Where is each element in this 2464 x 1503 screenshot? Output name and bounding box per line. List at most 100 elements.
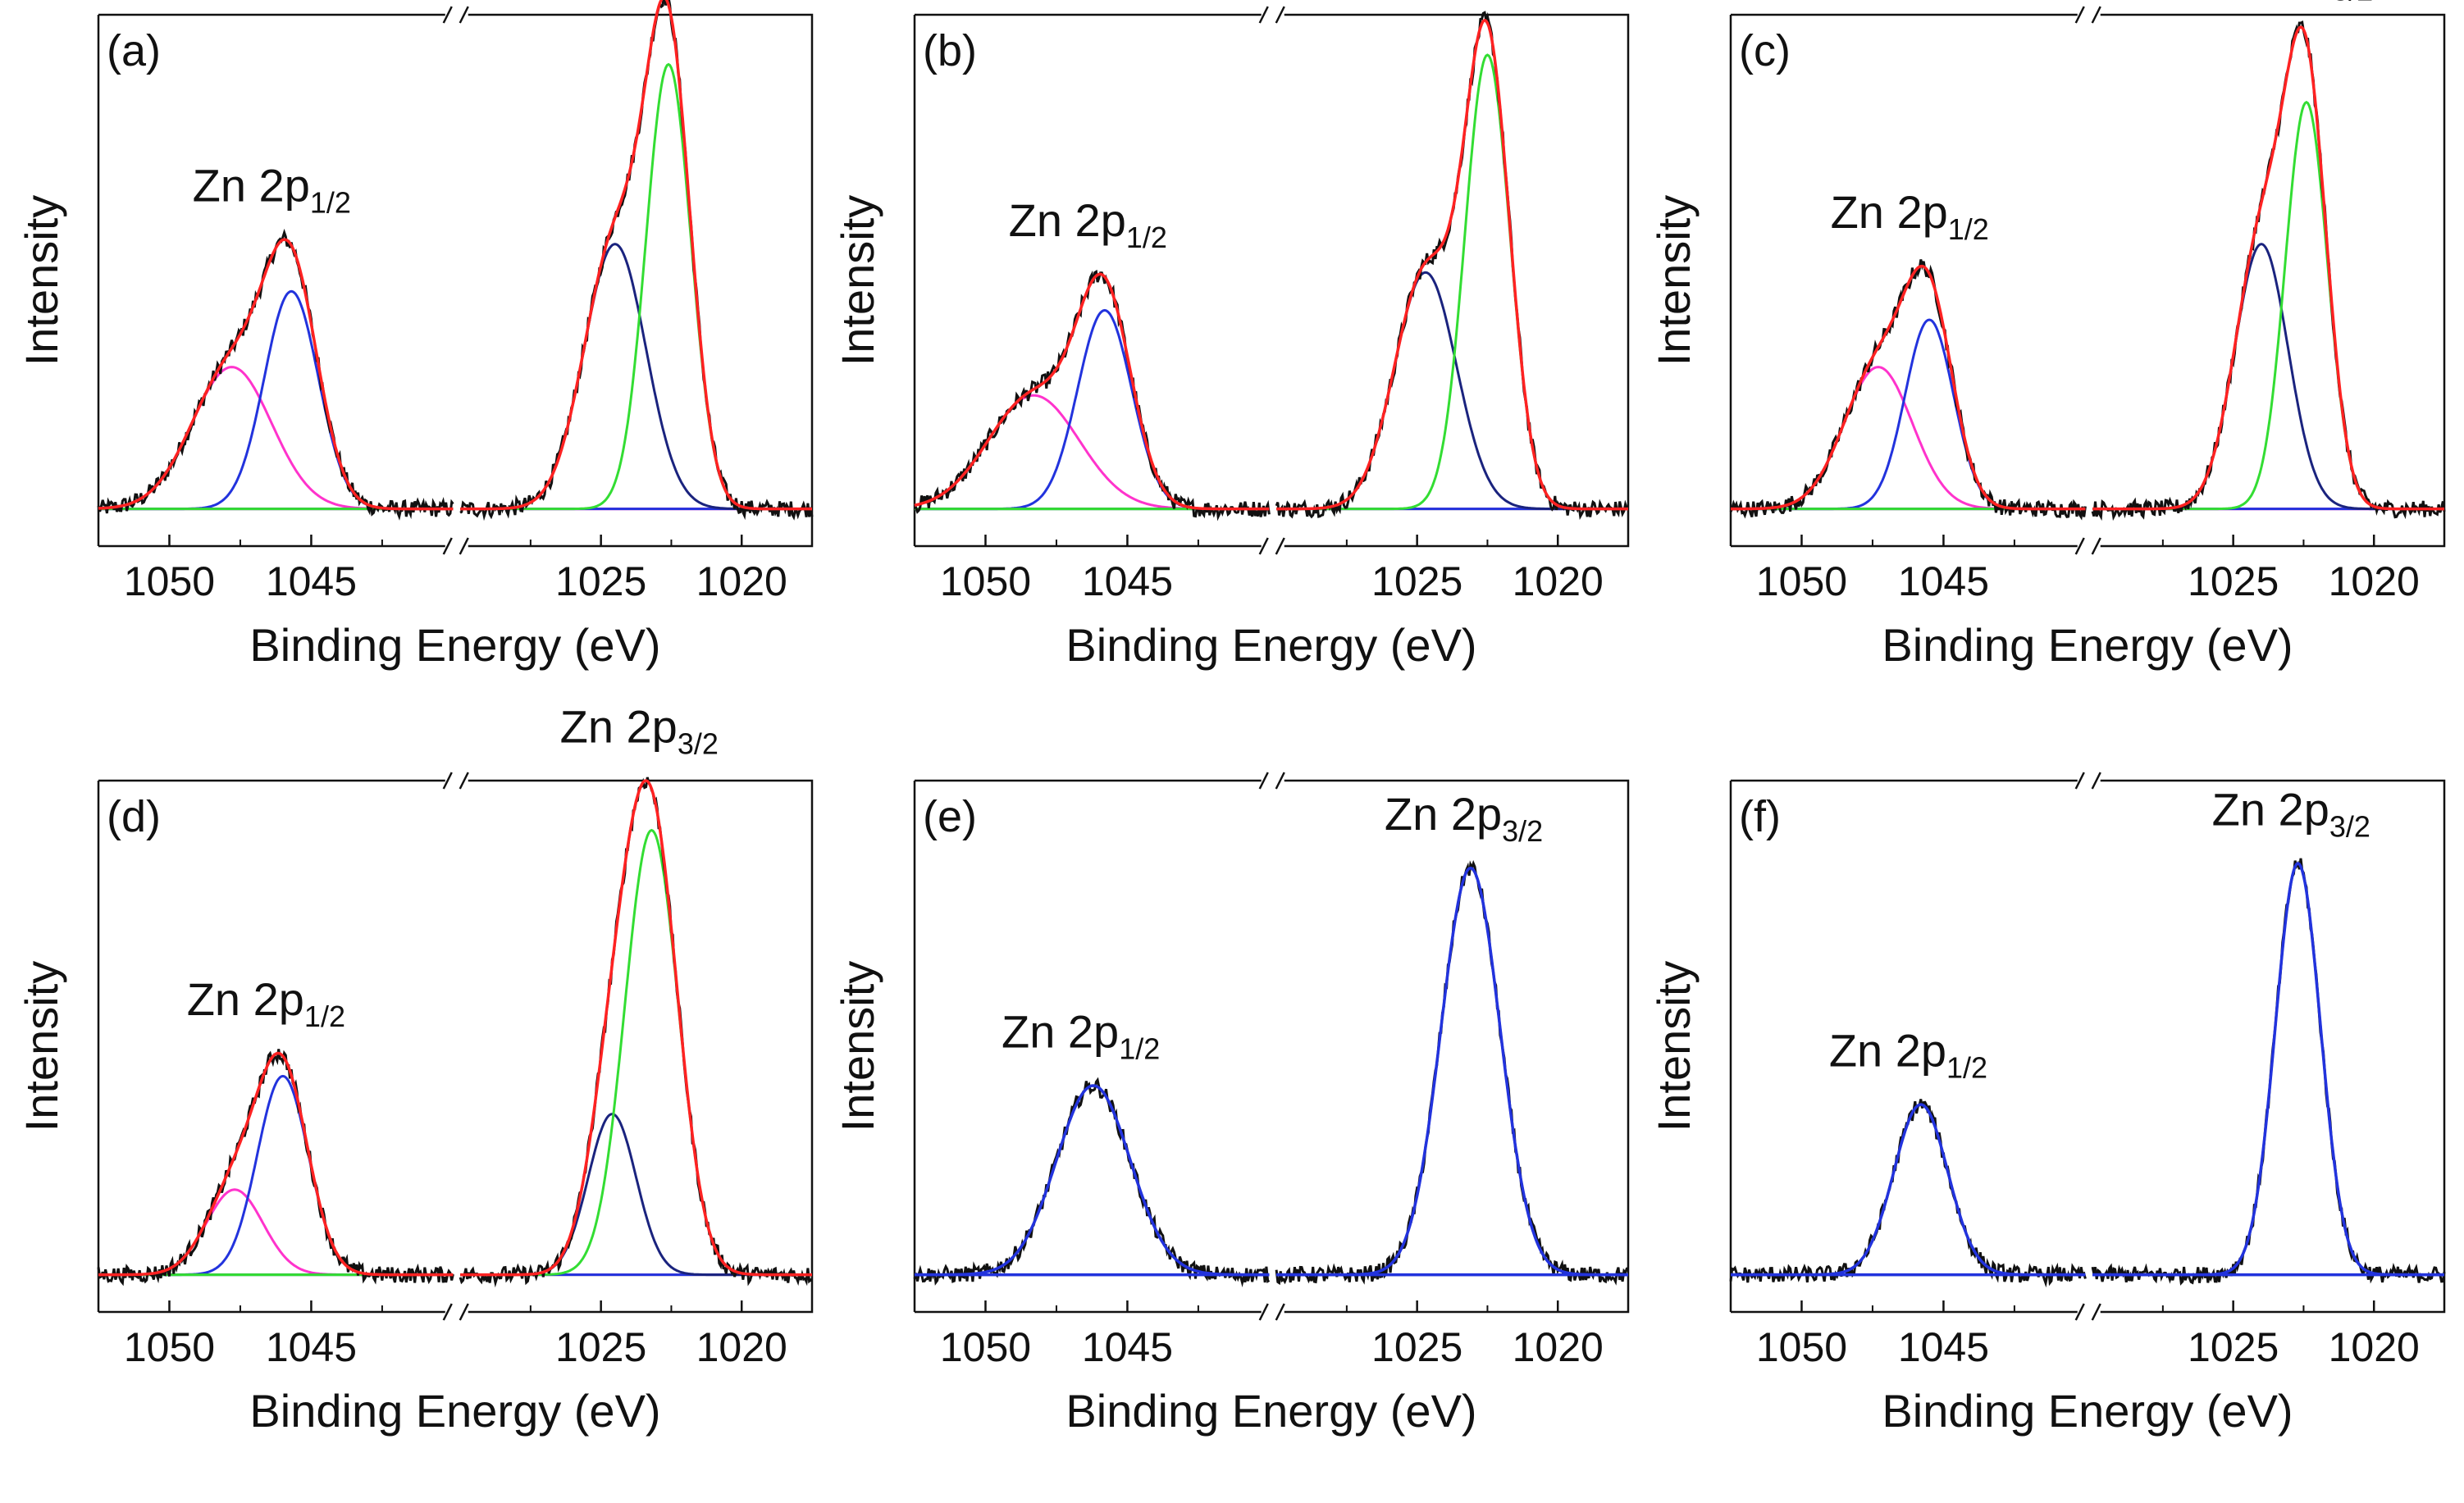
series-component-1 — [914, 394, 1628, 511]
axis-break-bottom — [442, 537, 469, 555]
x-tick-label: 1025 — [555, 1324, 646, 1370]
x-tick-label: 1020 — [2329, 558, 2420, 604]
x-tick-label: 1045 — [266, 558, 357, 604]
axis-break-top — [442, 772, 469, 790]
panel-letter: (f) — [1739, 792, 1781, 841]
x-tick-label: 1050 — [124, 558, 215, 604]
axis-break-bottom — [2074, 537, 2101, 555]
axes-frame — [915, 779, 1630, 1314]
series-fit-envelope — [1731, 25, 2444, 511]
series-experimental — [913, 859, 1629, 1288]
x-tick-label: 1045 — [266, 1324, 357, 1370]
panel-letter: (c) — [1739, 26, 1791, 75]
x-axis-title: Binding Energy (eV) — [249, 1385, 660, 1437]
series-fit-overlay-2 — [915, 866, 1628, 1277]
x-axis-title: Binding Energy (eV) — [249, 619, 660, 671]
series-component-2 — [915, 867, 1628, 1277]
panel-d: 1050 1045 1025 1020 Binding Energy (eV) Inten… — [16, 700, 814, 1437]
peak-label-zn2p12: Zn 2p1/2 — [1002, 1005, 1160, 1065]
panel-e: 1050 1045 1025 1020 Binding Energy (eV) Inten… — [832, 772, 1630, 1437]
y-axis-title: Intensity — [832, 961, 883, 1132]
peak-label-zn2p32: Zn 2p3/2 — [560, 700, 719, 760]
series-fit-envelope — [914, 18, 1628, 511]
x-tick-label: 1050 — [940, 558, 1031, 604]
series-component-3 — [98, 1113, 812, 1277]
series-component-2 — [98, 1074, 812, 1277]
series-fit-envelope — [98, 0, 812, 511]
panel-letter: (e) — [923, 792, 977, 841]
peak-label-zn2p32: Zn 2p3/2 — [1385, 788, 1543, 848]
axes-frame — [1731, 13, 2446, 548]
axes-frame — [1731, 779, 2446, 1314]
axis-break-bottom — [1258, 537, 1285, 555]
x-tick-label: 1020 — [696, 558, 787, 604]
x-tick-label: 1045 — [1082, 558, 1173, 604]
axis-break-top — [442, 6, 469, 24]
axis-break-bottom — [1258, 1303, 1285, 1321]
x-axis-title: Binding Energy (eV) — [1882, 619, 2293, 671]
series-fit-overlay-2 — [1731, 861, 2444, 1277]
series-experimental — [97, 0, 814, 521]
panel-a: 1050 1045 1025 1020 Binding Energy (eV) Inten… — [16, 0, 814, 671]
peak-label-zn2p12: Zn 2p1/2 — [1831, 186, 1989, 246]
axes-frame — [98, 13, 814, 548]
series-component-4 — [98, 62, 812, 511]
series-component-3 — [915, 271, 1628, 511]
series-component-2 — [1731, 318, 2444, 511]
series-experimental — [97, 777, 813, 1288]
x-tick-label: 1025 — [1371, 1324, 1462, 1370]
axis-break-bottom — [2074, 1303, 2101, 1321]
y-axis-title: Intensity — [16, 961, 67, 1132]
series-component-4 — [1731, 100, 2444, 511]
x-tick-label: 1045 — [1898, 1324, 1989, 1370]
curves — [913, 859, 1629, 1288]
series-component-2 — [98, 289, 812, 511]
axis-break-top — [1258, 6, 1285, 24]
x-tick-label: 1020 — [1513, 1324, 1604, 1370]
x-tick-label: 1025 — [2188, 558, 2279, 604]
curves — [1729, 20, 2446, 521]
x-tick-label: 1045 — [1898, 558, 1989, 604]
series-fit-envelope — [98, 779, 812, 1277]
y-axis-title: Intensity — [832, 195, 883, 367]
panel-f: 1050 1045 1025 1020 Binding Energy (eV) Inten… — [1648, 772, 2446, 1437]
panel-letter: (a) — [107, 26, 161, 75]
x-tick-label: 1050 — [1756, 558, 1847, 604]
curves — [97, 777, 813, 1288]
x-tick-label: 1050 — [940, 1324, 1031, 1370]
axis-break-bottom — [442, 1303, 469, 1321]
x-tick-label: 1050 — [124, 1324, 215, 1370]
axis-break-top — [1258, 772, 1285, 790]
peak-label-zn2p32: Zn 2p3/2 — [2215, 0, 2373, 7]
x-tick-label: 1025 — [2188, 1324, 2279, 1370]
x-tick-label: 1020 — [2329, 1324, 2420, 1370]
series-component-1 — [98, 1188, 812, 1277]
x-tick-label: 1020 — [1513, 558, 1604, 604]
peak-label-zn2p32: Zn 2p3/2 — [2212, 783, 2370, 843]
axis-break-top — [2074, 6, 2101, 24]
series-experimental — [1729, 20, 2446, 521]
peak-label-zn2p12: Zn 2p1/2 — [187, 973, 345, 1033]
x-axis-title: Binding Energy (eV) — [1065, 1385, 1476, 1437]
panel-letter: (b) — [923, 26, 977, 75]
panel-letter: (d) — [107, 792, 161, 841]
series-component-4 — [915, 53, 1628, 511]
peak-label-zn2p12: Zn 2p1/2 — [1009, 194, 1167, 254]
panel-b: 1050 1045 1025 1020 Binding Energy (eV) Inten… — [832, 0, 1630, 671]
panel-c: 1050 1045 1025 1020 Binding Energy (eV) Inten… — [1648, 0, 2446, 671]
series-experimental — [915, 11, 1629, 521]
curves — [97, 0, 814, 521]
y-axis-title: Intensity — [1648, 195, 1700, 367]
x-tick-label: 1045 — [1082, 1324, 1173, 1370]
axes-frame — [98, 779, 814, 1314]
x-tick-label: 1050 — [1756, 1324, 1847, 1370]
peak-label-zn2p12: Zn 2p1/2 — [193, 160, 351, 220]
curves — [914, 11, 1629, 521]
x-tick-label: 1025 — [555, 558, 646, 604]
axis-break-top — [2074, 772, 2101, 790]
x-axis-title: Binding Energy (eV) — [1882, 1385, 2293, 1437]
x-tick-label: 1025 — [1371, 558, 1462, 604]
axes-frame — [915, 13, 1630, 548]
y-axis-title: Intensity — [1648, 961, 1700, 1132]
